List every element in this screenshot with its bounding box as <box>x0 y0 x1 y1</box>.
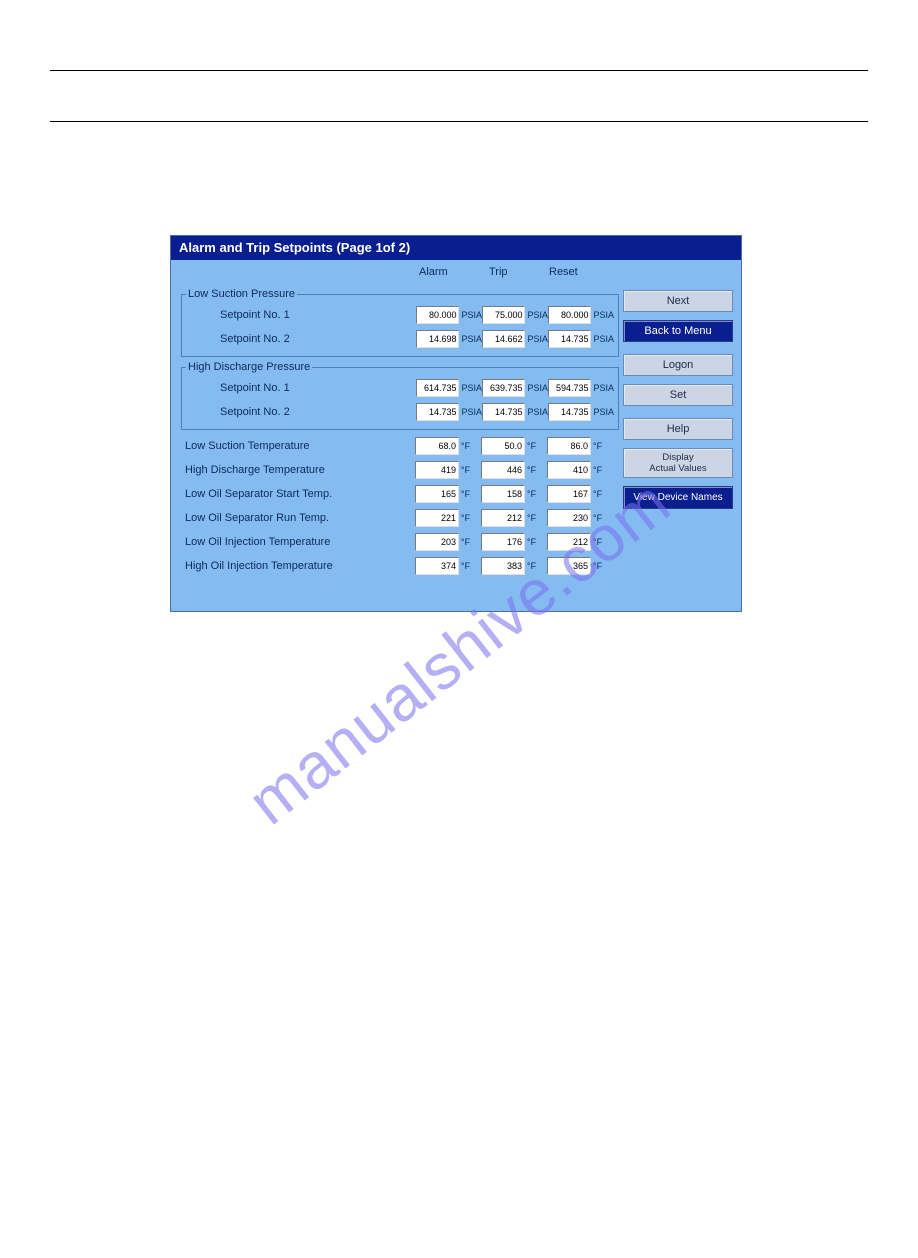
unit-psia: PSIA <box>461 334 482 344</box>
low-suction-sp1-row: Setpoint No. 1 80.000PSIA 75.000PSIA 80.… <box>186 304 614 326</box>
unit-f: °F <box>527 561 536 571</box>
side-button-column: Next Back to Menu Logon Set Help Display… <box>623 290 733 509</box>
panel-title: Alarm and Trip Setpoints (Page 1of 2) <box>171 236 741 260</box>
legend-low-suction: Low Suction Pressure <box>186 288 297 300</box>
back-to-menu-button[interactable]: Back to Menu <box>623 320 733 342</box>
high-discharge-sp2-reset[interactable]: 14.735 <box>548 403 591 421</box>
unit-f: °F <box>527 513 536 523</box>
legend-high-discharge: High Discharge Pressure <box>186 361 312 373</box>
label-low-oil-inj: Low Oil Injection Temperature <box>185 536 415 548</box>
group-high-discharge-pressure: High Discharge Pressure Setpoint No. 1 6… <box>181 361 619 430</box>
unit-psia: PSIA <box>461 383 482 393</box>
unit-f: °F <box>527 489 536 499</box>
low-oil-sep-run-alarm[interactable]: 221 <box>415 509 459 527</box>
unit-f: °F <box>527 537 536 547</box>
low-oil-sep-start-alarm[interactable]: 165 <box>415 485 459 503</box>
high-discharge-temp-trip[interactable]: 446 <box>481 461 525 479</box>
set-button[interactable]: Set <box>623 384 733 406</box>
unit-psia: PSIA <box>527 334 548 344</box>
unit-psia: PSIA <box>527 310 548 320</box>
low-suction-temp-alarm[interactable]: 68.0 <box>415 437 459 455</box>
high-discharge-sp1-label: Setpoint No. 1 <box>186 382 416 394</box>
low-oil-inj-reset[interactable]: 212 <box>547 533 591 551</box>
high-oil-inj-alarm[interactable]: 374 <box>415 557 459 575</box>
low-oil-sep-start-trip[interactable]: 158 <box>481 485 525 503</box>
low-suction-sp2-row: Setpoint No. 2 14.698PSIA 14.662PSIA 14.… <box>186 328 614 350</box>
unit-f: °F <box>461 489 470 499</box>
unit-psia: PSIA <box>593 310 614 320</box>
header-alarm: Alarm <box>419 266 448 278</box>
high-discharge-sp2-row: Setpoint No. 2 14.735PSIA 14.735PSIA 14.… <box>186 401 614 423</box>
low-suction-sp1-alarm[interactable]: 80.000 <box>416 306 459 324</box>
unit-f: °F <box>593 513 602 523</box>
low-suction-sp1-reset[interactable]: 80.000 <box>548 306 591 324</box>
unit-psia: PSIA <box>527 383 548 393</box>
high-discharge-sp2-label: Setpoint No. 2 <box>186 406 416 418</box>
unit-f: °F <box>461 441 470 451</box>
low-suction-sp2-reset[interactable]: 14.735 <box>548 330 591 348</box>
high-discharge-sp1-alarm[interactable]: 614.735 <box>416 379 459 397</box>
row-low-oil-sep-run: Low Oil Separator Run Temp. 221°F 212°F … <box>185 506 733 530</box>
low-oil-sep-run-trip[interactable]: 212 <box>481 509 525 527</box>
unit-f: °F <box>593 465 602 475</box>
unit-f: °F <box>461 465 470 475</box>
label-low-oil-sep-start: Low Oil Separator Start Temp. <box>185 488 415 500</box>
high-discharge-sp2-alarm[interactable]: 14.735 <box>416 403 459 421</box>
low-oil-sep-start-reset[interactable]: 167 <box>547 485 591 503</box>
rule-bottom <box>50 121 868 122</box>
header-reset: Reset <box>549 266 578 278</box>
low-suction-sp2-alarm[interactable]: 14.698 <box>416 330 459 348</box>
low-suction-sp2-label: Setpoint No. 2 <box>186 333 416 345</box>
rule-top <box>50 70 868 71</box>
high-discharge-sp1-trip[interactable]: 639.735 <box>482 379 525 397</box>
display-actual-values-button[interactable]: DisplayActual Values <box>623 448 733 478</box>
label-low-oil-sep-run: Low Oil Separator Run Temp. <box>185 512 415 524</box>
high-discharge-sp2-trip[interactable]: 14.735 <box>482 403 525 421</box>
unit-f: °F <box>461 513 470 523</box>
low-suction-temp-reset[interactable]: 86.0 <box>547 437 591 455</box>
low-oil-sep-run-reset[interactable]: 230 <box>547 509 591 527</box>
unit-psia: PSIA <box>593 383 614 393</box>
high-discharge-sp1-row: Setpoint No. 1 614.735PSIA 639.735PSIA 5… <box>186 377 614 399</box>
high-discharge-sp1-reset[interactable]: 594.735 <box>548 379 591 397</box>
low-suction-sp1-label: Setpoint No. 1 <box>186 309 416 321</box>
unit-f: °F <box>461 537 470 547</box>
unit-f: °F <box>593 537 602 547</box>
unit-psia: PSIA <box>527 407 548 417</box>
unit-psia: PSIA <box>461 310 482 320</box>
low-oil-inj-trip[interactable]: 176 <box>481 533 525 551</box>
row-low-oil-inj: Low Oil Injection Temperature 203°F 176°… <box>185 530 733 554</box>
settings-panel: Alarm and Trip Setpoints (Page 1of 2) Al… <box>170 235 742 612</box>
unit-f: °F <box>461 561 470 571</box>
unit-f: °F <box>593 561 602 571</box>
low-suction-sp2-trip[interactable]: 14.662 <box>482 330 525 348</box>
unit-f: °F <box>593 489 602 499</box>
panel-container: Alarm and Trip Setpoints (Page 1of 2) Al… <box>170 235 740 610</box>
group-low-suction-pressure: Low Suction Pressure Setpoint No. 1 80.0… <box>181 288 619 357</box>
next-button[interactable]: Next <box>623 290 733 312</box>
low-suction-sp1-trip[interactable]: 75.000 <box>482 306 525 324</box>
label-high-discharge-temp: High Discharge Temperature <box>185 464 415 476</box>
unit-f: °F <box>593 441 602 451</box>
row-high-oil-inj: High Oil Injection Temperature 374°F 383… <box>185 554 733 578</box>
header-trip: Trip <box>489 266 508 278</box>
low-oil-inj-alarm[interactable]: 203 <box>415 533 459 551</box>
unit-f: °F <box>527 465 536 475</box>
help-button[interactable]: Help <box>623 418 733 440</box>
high-discharge-temp-alarm[interactable]: 419 <box>415 461 459 479</box>
column-headers: Alarm Trip Reset <box>171 266 741 280</box>
high-discharge-temp-reset[interactable]: 410 <box>547 461 591 479</box>
view-device-names-button[interactable]: View Device Names <box>623 486 733 509</box>
unit-psia: PSIA <box>593 334 614 344</box>
label-low-suction-temp: Low Suction Temperature <box>185 440 415 452</box>
high-oil-inj-trip[interactable]: 383 <box>481 557 525 575</box>
low-suction-temp-trip[interactable]: 50.0 <box>481 437 525 455</box>
logon-button[interactable]: Logon <box>623 354 733 376</box>
high-oil-inj-reset[interactable]: 365 <box>547 557 591 575</box>
label-high-oil-inj: High Oil Injection Temperature <box>185 560 415 572</box>
unit-psia: PSIA <box>461 407 482 417</box>
unit-f: °F <box>527 441 536 451</box>
panel-body: Alarm Trip Reset Low Suction Pressure Se… <box>171 260 741 584</box>
unit-psia: PSIA <box>593 407 614 417</box>
